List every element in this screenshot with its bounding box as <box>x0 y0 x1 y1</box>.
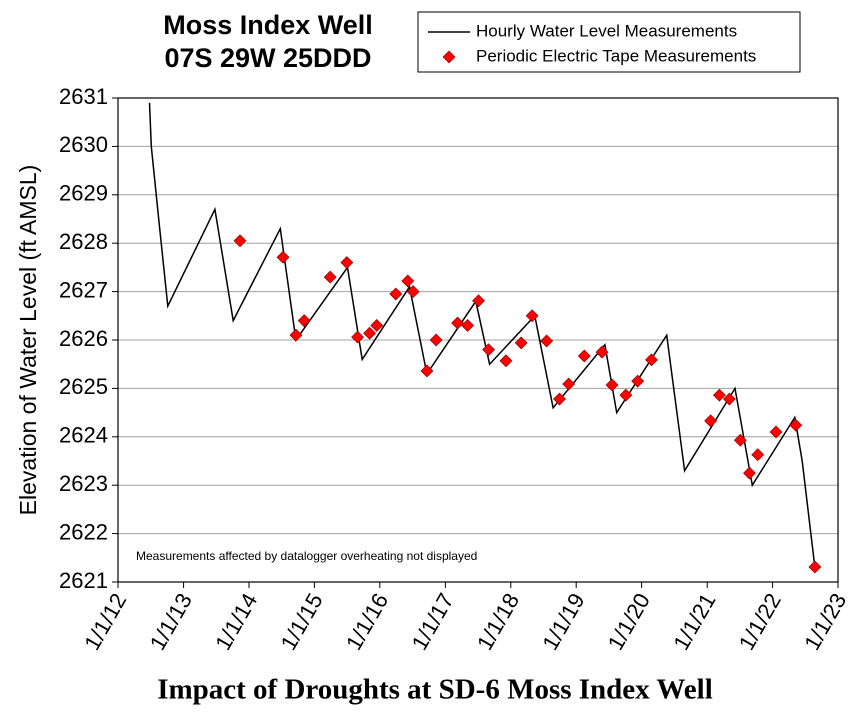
x-tick-label: 1/1/17 <box>407 589 459 654</box>
tape-measurement <box>276 250 290 264</box>
x-tick-label: 1/1/13 <box>145 589 197 654</box>
y-tick-label: 2631 <box>59 84 108 109</box>
y-tick-label: 2629 <box>59 181 108 206</box>
x-tick-label: 1/1/18 <box>472 589 524 654</box>
x-tick-label: 1/1/21 <box>668 589 720 654</box>
plot-frame <box>117 97 839 583</box>
tape-measurement <box>482 343 495 357</box>
tape-measurement <box>743 466 756 480</box>
tape-measurement <box>645 353 658 367</box>
y-tick-label: 2621 <box>59 568 108 593</box>
tape-measurement <box>323 270 337 284</box>
tape-measurement <box>420 364 434 378</box>
tape-measurement <box>429 333 443 347</box>
y-tick-label: 2623 <box>59 471 108 496</box>
y-tick-label: 2622 <box>59 519 108 544</box>
tape-measurement <box>577 349 591 363</box>
tape-measurement <box>499 354 513 368</box>
x-tick-label: 1/1/20 <box>603 589 655 654</box>
tape-measurement <box>351 330 365 344</box>
tape-measurement <box>451 316 464 330</box>
x-tick-label: 1/1/14 <box>210 589 262 654</box>
tape-measurement <box>712 388 726 402</box>
tape-measurement <box>595 345 609 359</box>
tape-measurement <box>389 287 403 301</box>
y-axis-title: Elevation of Water Level (ft AMSL) <box>15 165 41 516</box>
tape-measurement <box>789 418 803 432</box>
legend-label: Hourly Water Level Measurements <box>476 21 737 40</box>
tape-measurement <box>297 314 311 328</box>
chart-subtitle: 07S 29W 25DDD <box>164 43 371 73</box>
tape-measurement <box>401 274 415 288</box>
annotation: Measurements affected by datalogger over… <box>136 549 477 563</box>
x-tick-label: 1/1/15 <box>276 589 328 654</box>
tape-measurement <box>514 336 528 350</box>
x-tick-label: 1/1/22 <box>734 589 786 654</box>
y-tick-label: 2624 <box>59 423 108 448</box>
x-tick-label: 1/1/19 <box>537 589 589 654</box>
y-tick-label: 2626 <box>59 326 108 351</box>
tape-measurement <box>808 560 822 574</box>
y-tick-label: 2625 <box>59 374 108 399</box>
tape-measurement <box>233 234 247 248</box>
tape-measurement <box>631 374 645 388</box>
x-tick-label: 1/1/23 <box>799 589 851 654</box>
water-level-line <box>148 102 816 568</box>
tape-measurement <box>562 377 576 391</box>
legend-label: Periodic Electric Tape Measurements <box>476 46 756 65</box>
tape-measurement <box>605 378 619 392</box>
x-axis-title: Impact of Droughts at SD-6 Moss Index We… <box>157 674 713 706</box>
y-tick-label: 2628 <box>59 229 108 254</box>
tape-measurement <box>540 334 554 348</box>
tape-measurement <box>289 328 303 342</box>
tape-measurement <box>406 285 420 299</box>
tape-measurement <box>619 388 633 402</box>
tape-measurement <box>704 414 718 428</box>
chart-title: Moss Index Well <box>163 10 373 40</box>
y-tick-label: 2630 <box>59 132 108 157</box>
tape-measurement <box>733 433 747 447</box>
tape-measurement <box>340 256 354 269</box>
x-tick-label: 1/1/16 <box>341 589 393 654</box>
tape-measurement <box>472 294 485 308</box>
legend-marker <box>442 50 456 64</box>
tape-measurement <box>751 448 765 462</box>
tape-measurement <box>363 326 377 340</box>
legend-box <box>417 11 801 73</box>
tape-measurement <box>370 319 384 332</box>
tape-measurement <box>461 319 475 332</box>
tape-measurement <box>553 392 566 406</box>
y-tick-label: 2627 <box>59 277 108 302</box>
tape-measurement <box>525 309 539 323</box>
tape-measurement <box>769 425 783 439</box>
tape-measurement <box>722 392 736 406</box>
x-tick-label: 1/1/12 <box>79 589 131 654</box>
